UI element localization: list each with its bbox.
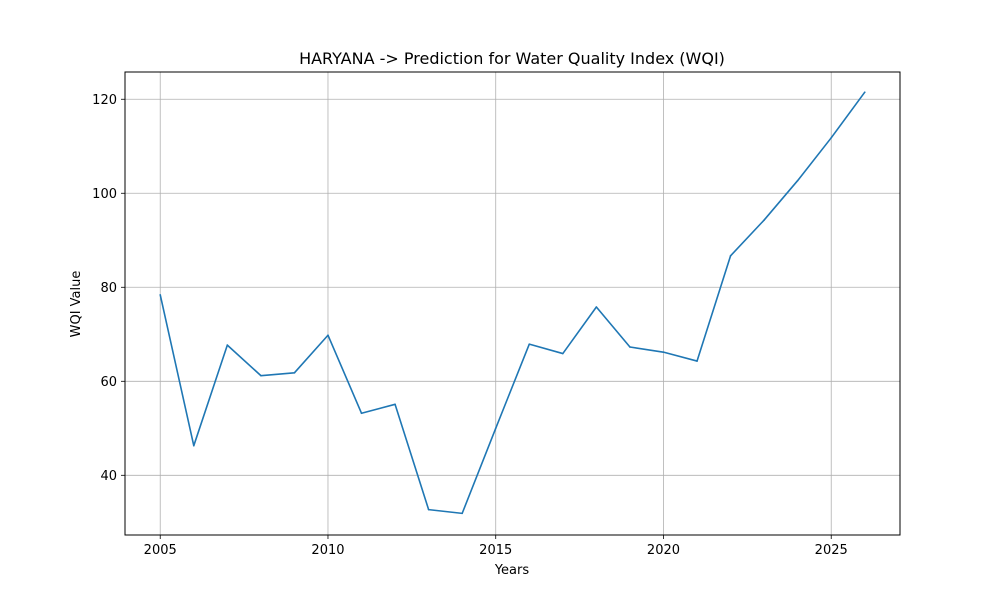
x-tick-label: 2025 xyxy=(815,543,848,558)
data-point xyxy=(226,344,229,346)
x-tick-label: 2015 xyxy=(479,543,512,558)
y-tick-label: 100 xyxy=(92,187,117,202)
data-point xyxy=(394,403,396,406)
y-tick-label: 40 xyxy=(100,469,117,484)
y-tick-label: 120 xyxy=(92,93,117,108)
data-point xyxy=(629,346,631,348)
y-axis: 40 60 80 100 120 xyxy=(92,93,125,484)
x-axis: 2005 2010 2015 2020 2025 xyxy=(144,535,848,558)
data-point xyxy=(830,137,833,139)
data-point xyxy=(662,351,665,353)
y-tick-label: 80 xyxy=(100,281,117,296)
x-tick-label: 2005 xyxy=(144,543,177,558)
data-point xyxy=(260,374,262,377)
chart-title: HARYANA -> Prediction for Water Quality … xyxy=(299,49,725,68)
data-point xyxy=(293,372,296,374)
data-point xyxy=(528,343,531,345)
data-point xyxy=(360,412,363,415)
y-tick-label: 60 xyxy=(100,375,117,390)
data-point xyxy=(729,254,732,257)
data-point xyxy=(192,444,195,447)
data-point xyxy=(796,179,799,182)
data-point xyxy=(562,352,564,355)
plot-frame xyxy=(124,71,901,536)
data-point xyxy=(159,294,162,296)
y-axis-label: WQI Value xyxy=(69,271,84,338)
series-layer xyxy=(159,91,866,515)
data-point xyxy=(696,360,698,362)
x-tick-label: 2020 xyxy=(647,543,680,558)
series-line xyxy=(159,91,866,515)
x-axis-label: Years xyxy=(494,563,530,578)
data-point xyxy=(763,219,765,221)
data-point xyxy=(494,427,497,430)
grid xyxy=(125,72,900,535)
data-point xyxy=(863,91,866,94)
data-point xyxy=(427,508,430,511)
data-point xyxy=(595,306,598,308)
x-tick-label: 2010 xyxy=(311,543,344,558)
data-point xyxy=(327,334,329,337)
data-point xyxy=(461,512,463,515)
